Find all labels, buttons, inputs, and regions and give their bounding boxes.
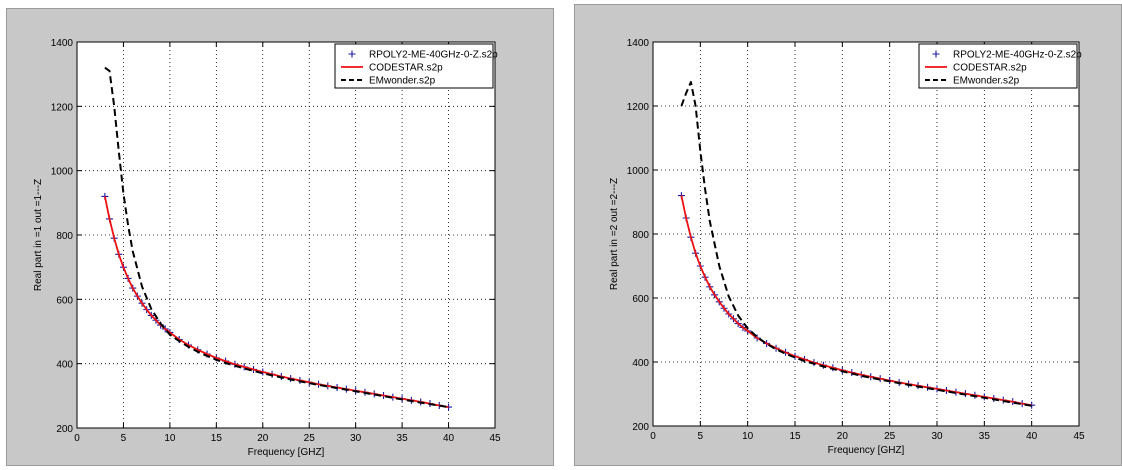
y-tick-label: 400 [632,358,649,369]
x-tick-label: 40 [1026,431,1038,442]
series-line-dashed [680,81,1032,407]
y-tick-label: 1400 [627,38,650,49]
x-tick-label: 20 [837,431,849,442]
legend-label: EMwonder.s2p [369,76,436,87]
x-tick-label: 30 [931,431,943,442]
y-tick-label: 800 [56,231,73,242]
y-axis-title: Real part in =2 out =2---Z [609,178,620,290]
x-tick-label: 25 [304,433,316,444]
x-tick-label: 30 [350,433,362,444]
legend-label: RPOLY2-ME-40GHz-0-Z.s2p [369,50,498,61]
x-tick-label: 45 [489,433,501,444]
x-tick-label: 0 [650,431,656,442]
legend-label: RPOLY2-ME-40GHz-0-Z.s2p [953,50,1082,61]
x-tick-label: 10 [164,433,176,444]
y-axis-title: Real part in =1 out =1---Z [33,179,44,291]
x-tick-label: 15 [211,433,223,444]
y-tick-label: 1000 [627,166,650,177]
x-tick-label: 35 [397,433,409,444]
chart-right: 0 5 10 15 20 25 30 35 40 45 200 400 600 800 1000 1200 14… [609,38,1085,456]
y-tick-label: 1200 [627,102,650,113]
legend-label: CODESTAR.s2p [369,63,443,74]
y-tick-label: 1400 [51,38,74,49]
x-tick-label: 15 [789,431,801,442]
legend: RPOLY2-ME-40GHz-0-Z.s2p CODESTAR.s2p EMwon… [334,43,498,89]
series-line-dashed [104,66,449,409]
y-tick-label: 200 [56,424,73,435]
x-tick-label: 0 [74,433,80,444]
x-tick-label: 25 [884,431,896,442]
y-tick-label: 200 [632,422,649,433]
y-tick-label: 600 [56,295,73,306]
plot-frame [76,41,496,429]
y-tick-label: 400 [56,360,73,371]
legend-swatch-plus [932,50,940,58]
y-tick-label: 1000 [51,167,74,178]
y-tick-label: 800 [632,230,649,241]
plot-frame [652,41,1080,427]
x-tick-label: 20 [257,433,269,444]
x-tick-label: 45 [1073,431,1085,442]
x-axis-title: Frequency [GHZ] [828,445,905,456]
x-tick-label: 5 [698,431,704,442]
chart-left: 0 5 10 15 20 25 30 35 40 45 200 400 600 800 1000 1200 14… [33,38,501,458]
legend: RPOLY2-ME-40GHz-0-Z.s2p CODESTAR.s2p EMwon… [918,43,1082,89]
y-tick-label: 600 [632,294,649,305]
x-axis-title: Frequency [GHZ] [248,447,325,458]
legend-label: CODESTAR.s2p [953,63,1027,74]
y-tick-label: 1200 [51,102,74,113]
x-tick-label: 5 [121,433,127,444]
legend-label: EMwonder.s2p [953,76,1020,87]
chart-panel-left: 0 5 10 15 20 25 30 35 40 45 200 400 600 800 1000 1200 14… [6,8,554,466]
x-tick-label: 35 [979,431,991,442]
legend-swatch-plus [348,50,356,58]
x-tick-label: 10 [742,431,754,442]
chart-panel-right: 0 5 10 15 20 25 30 35 40 45 200 400 600 800 1000 1200 14… [574,4,1122,466]
x-tick-label: 40 [443,433,455,444]
